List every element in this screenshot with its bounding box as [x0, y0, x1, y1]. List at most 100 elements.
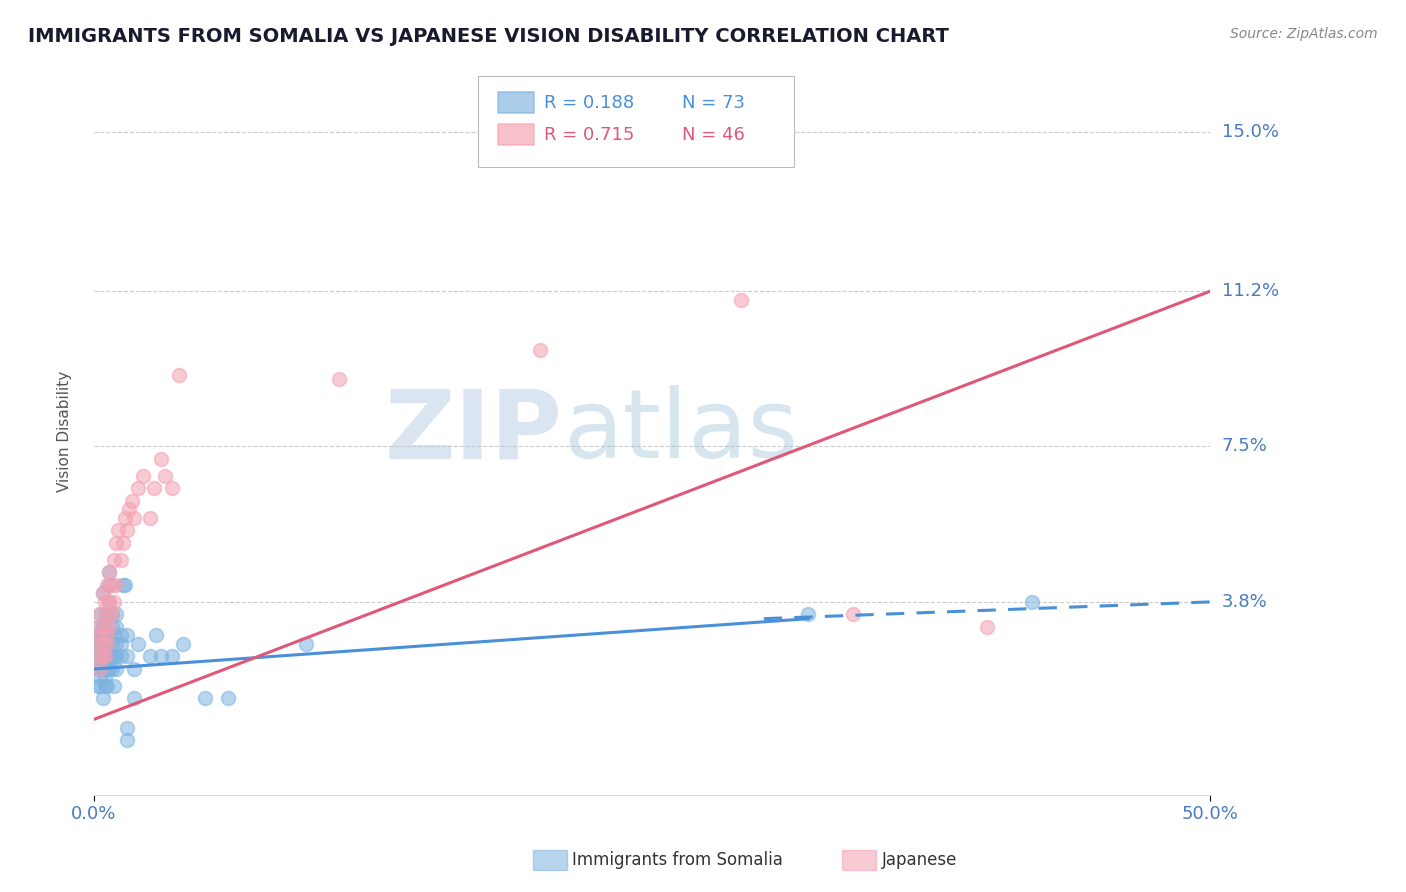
Text: ZIP: ZIP	[385, 385, 562, 478]
Text: 11.2%: 11.2%	[1222, 282, 1279, 300]
Point	[842, 607, 865, 622]
Point	[217, 691, 239, 706]
Point	[89, 637, 111, 651]
Point	[98, 578, 121, 592]
Point	[98, 566, 121, 580]
Point	[100, 637, 122, 651]
Text: atlas: atlas	[562, 385, 797, 478]
Text: 15.0%: 15.0%	[1222, 122, 1278, 141]
Point	[110, 649, 132, 664]
Point	[94, 620, 117, 634]
Point	[730, 293, 752, 307]
Point	[103, 649, 125, 664]
Point	[295, 637, 318, 651]
Point	[132, 469, 155, 483]
Point	[87, 628, 110, 642]
Point	[328, 372, 350, 386]
Point	[96, 637, 118, 651]
Point	[87, 679, 110, 693]
Point	[89, 670, 111, 684]
Point	[110, 637, 132, 651]
Point	[98, 662, 121, 676]
Point	[84, 637, 107, 651]
Point	[103, 628, 125, 642]
Point	[105, 607, 128, 622]
Point	[87, 620, 110, 634]
Point	[105, 649, 128, 664]
Point	[94, 607, 117, 622]
Point	[89, 607, 111, 622]
Point	[89, 628, 111, 642]
Point	[87, 620, 110, 634]
Point	[114, 578, 136, 592]
Point	[94, 670, 117, 684]
Point	[976, 620, 998, 634]
Point	[96, 607, 118, 622]
Point	[96, 628, 118, 642]
Point	[98, 566, 121, 580]
Text: R = 0.188: R = 0.188	[544, 94, 634, 112]
Point	[138, 649, 160, 664]
Point	[149, 452, 172, 467]
Text: Source: ZipAtlas.com: Source: ZipAtlas.com	[1230, 27, 1378, 41]
Point	[105, 637, 128, 651]
Point	[127, 637, 149, 651]
Point	[122, 511, 145, 525]
Point	[96, 628, 118, 642]
Point	[91, 620, 114, 634]
Point	[91, 586, 114, 600]
Point	[115, 721, 138, 735]
Text: 3.8%: 3.8%	[1222, 593, 1267, 611]
Point	[96, 637, 118, 651]
Point	[115, 524, 138, 538]
Point	[529, 343, 551, 357]
Point	[105, 620, 128, 634]
Point	[87, 662, 110, 676]
Point	[98, 595, 121, 609]
Point	[94, 649, 117, 664]
Text: IMMIGRANTS FROM SOMALIA VS JAPANESE VISION DISABILITY CORRELATION CHART: IMMIGRANTS FROM SOMALIA VS JAPANESE VISI…	[28, 27, 949, 45]
Point	[96, 649, 118, 664]
Point	[194, 691, 217, 706]
Point	[96, 679, 118, 693]
Point	[172, 637, 194, 651]
Point	[89, 679, 111, 693]
Point	[110, 628, 132, 642]
Point	[105, 662, 128, 676]
Point	[89, 649, 111, 664]
Point	[87, 649, 110, 664]
Point	[91, 662, 114, 676]
Point	[98, 628, 121, 642]
Point	[127, 482, 149, 496]
Point	[91, 628, 114, 642]
Point	[100, 578, 122, 592]
Point	[122, 662, 145, 676]
Point	[167, 368, 190, 383]
Point	[110, 553, 132, 567]
Point	[115, 649, 138, 664]
Point	[91, 637, 114, 651]
Point	[89, 662, 111, 676]
Point	[89, 662, 111, 676]
Point	[121, 494, 143, 508]
Point	[100, 607, 122, 622]
Text: R = 0.715: R = 0.715	[544, 126, 634, 144]
Point	[91, 637, 114, 651]
Point	[138, 511, 160, 525]
Point	[143, 482, 166, 496]
Text: Immigrants from Somalia: Immigrants from Somalia	[572, 851, 783, 869]
Point	[103, 595, 125, 609]
Point	[100, 662, 122, 676]
Point	[797, 607, 820, 622]
Point	[105, 536, 128, 550]
Point	[115, 628, 138, 642]
Point	[111, 578, 134, 592]
Point	[89, 628, 111, 642]
Point	[91, 649, 114, 664]
Point	[98, 649, 121, 664]
Point	[160, 649, 183, 664]
Point	[94, 637, 117, 651]
Point	[111, 536, 134, 550]
Point	[103, 553, 125, 567]
Point	[94, 679, 117, 693]
